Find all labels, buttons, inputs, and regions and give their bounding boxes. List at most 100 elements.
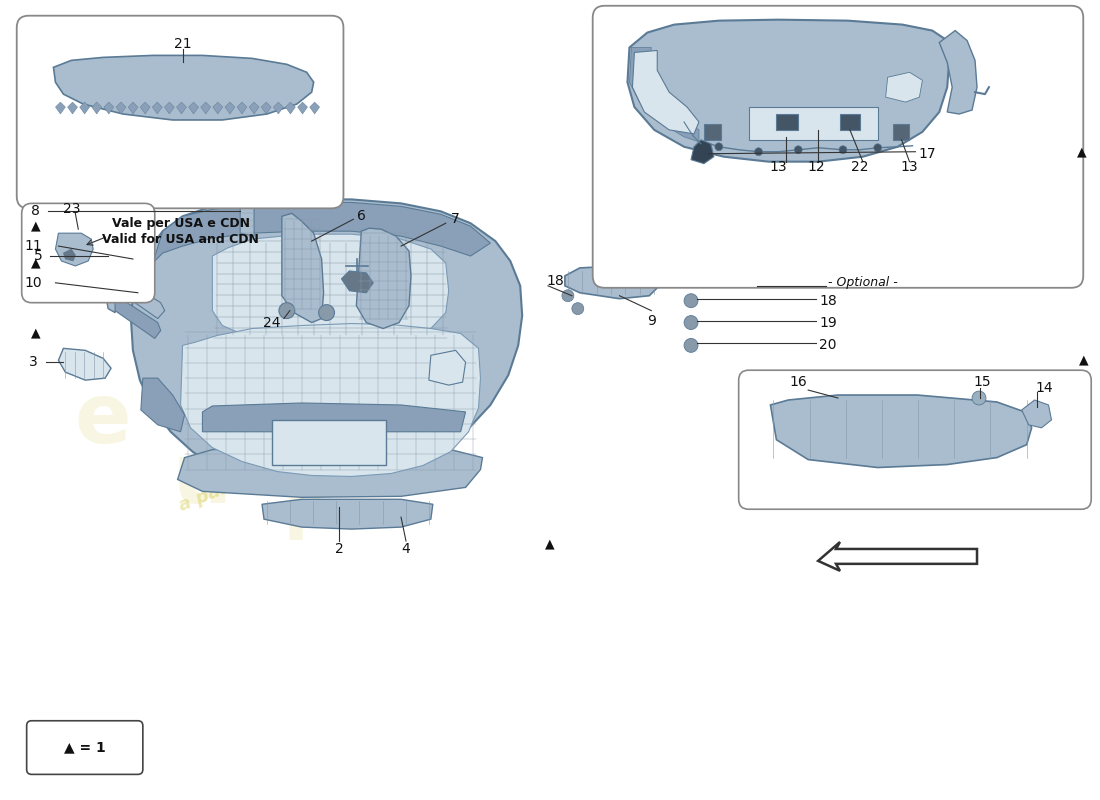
Polygon shape: [54, 55, 313, 120]
Polygon shape: [152, 102, 162, 114]
Text: e: e: [75, 379, 131, 460]
Polygon shape: [429, 350, 465, 385]
Text: ▲ = 1: ▲ = 1: [65, 741, 106, 754]
Polygon shape: [939, 30, 977, 114]
Text: 13: 13: [901, 160, 918, 174]
Polygon shape: [200, 102, 211, 114]
Polygon shape: [224, 102, 235, 114]
Polygon shape: [840, 114, 860, 130]
Text: 4: 4: [402, 542, 410, 556]
Polygon shape: [240, 203, 254, 236]
Text: 24: 24: [263, 315, 280, 330]
Polygon shape: [103, 102, 113, 114]
Text: 17: 17: [918, 146, 936, 161]
Text: since 1985: since 1985: [763, 207, 932, 235]
Polygon shape: [274, 102, 284, 114]
Text: ▲: ▲: [1077, 146, 1086, 158]
Polygon shape: [180, 323, 481, 477]
Circle shape: [562, 290, 574, 302]
Polygon shape: [212, 234, 449, 346]
Text: 23: 23: [63, 202, 80, 216]
Polygon shape: [310, 102, 320, 114]
Text: 3: 3: [30, 355, 38, 370]
Polygon shape: [286, 102, 296, 114]
Polygon shape: [341, 271, 373, 293]
Polygon shape: [64, 249, 75, 261]
Polygon shape: [55, 102, 65, 114]
Circle shape: [972, 391, 986, 405]
FancyBboxPatch shape: [593, 6, 1084, 288]
Text: 12: 12: [807, 160, 825, 174]
Polygon shape: [298, 102, 308, 114]
Circle shape: [319, 305, 334, 321]
Circle shape: [794, 146, 802, 154]
Polygon shape: [116, 102, 125, 114]
Circle shape: [839, 146, 847, 154]
Text: - Optional -: - Optional -: [828, 276, 898, 290]
Text: ▲: ▲: [31, 326, 41, 339]
FancyBboxPatch shape: [22, 203, 155, 302]
Polygon shape: [55, 233, 94, 266]
Polygon shape: [282, 214, 323, 322]
Text: ▲: ▲: [31, 220, 41, 233]
Circle shape: [873, 144, 882, 152]
Polygon shape: [632, 50, 698, 134]
Circle shape: [684, 294, 699, 308]
Text: 11: 11: [24, 239, 43, 253]
Text: 8: 8: [31, 204, 40, 218]
Text: r: r: [283, 482, 320, 556]
Text: 7: 7: [451, 212, 460, 226]
Circle shape: [572, 302, 584, 314]
Polygon shape: [749, 107, 878, 140]
Polygon shape: [272, 420, 386, 465]
Polygon shape: [704, 124, 720, 140]
Polygon shape: [627, 20, 949, 162]
Polygon shape: [629, 47, 698, 142]
Polygon shape: [770, 395, 1032, 467]
Text: 20: 20: [820, 338, 837, 352]
Polygon shape: [818, 542, 977, 571]
Polygon shape: [177, 446, 483, 498]
Polygon shape: [236, 102, 248, 114]
Polygon shape: [103, 211, 135, 313]
Polygon shape: [91, 102, 101, 114]
Polygon shape: [262, 499, 432, 529]
Text: 19: 19: [820, 315, 837, 330]
Polygon shape: [262, 102, 272, 114]
Text: ▲: ▲: [31, 257, 41, 270]
Polygon shape: [128, 102, 138, 114]
Text: 18: 18: [820, 294, 837, 308]
Polygon shape: [131, 199, 522, 487]
Polygon shape: [892, 124, 910, 140]
Polygon shape: [118, 279, 165, 318]
Polygon shape: [153, 202, 491, 263]
Text: Valid for USA and CDN: Valid for USA and CDN: [102, 233, 258, 246]
Text: u: u: [173, 439, 232, 520]
Text: 16: 16: [790, 375, 807, 389]
Text: 10: 10: [25, 276, 43, 290]
Polygon shape: [188, 102, 199, 114]
FancyBboxPatch shape: [739, 370, 1091, 510]
Text: 9: 9: [647, 314, 656, 327]
Text: 21: 21: [174, 38, 191, 51]
Text: 2: 2: [336, 542, 344, 556]
Polygon shape: [202, 403, 465, 432]
Text: a passion for parts since 1985: a passion for parts since 1985: [176, 384, 466, 515]
Text: Vale per USA e CDN: Vale per USA e CDN: [111, 217, 250, 230]
Polygon shape: [250, 102, 260, 114]
Circle shape: [684, 315, 699, 330]
Circle shape: [684, 338, 699, 352]
Text: 6: 6: [356, 210, 366, 223]
Polygon shape: [777, 114, 799, 130]
FancyBboxPatch shape: [26, 721, 143, 774]
Text: 18: 18: [546, 274, 564, 288]
Text: 15: 15: [974, 375, 991, 389]
Text: 13: 13: [770, 160, 788, 174]
Polygon shape: [58, 348, 111, 380]
Polygon shape: [691, 140, 714, 164]
Text: ▲: ▲: [1079, 354, 1089, 366]
Polygon shape: [67, 102, 77, 114]
Polygon shape: [140, 102, 150, 114]
Polygon shape: [886, 72, 923, 102]
Polygon shape: [141, 378, 185, 432]
